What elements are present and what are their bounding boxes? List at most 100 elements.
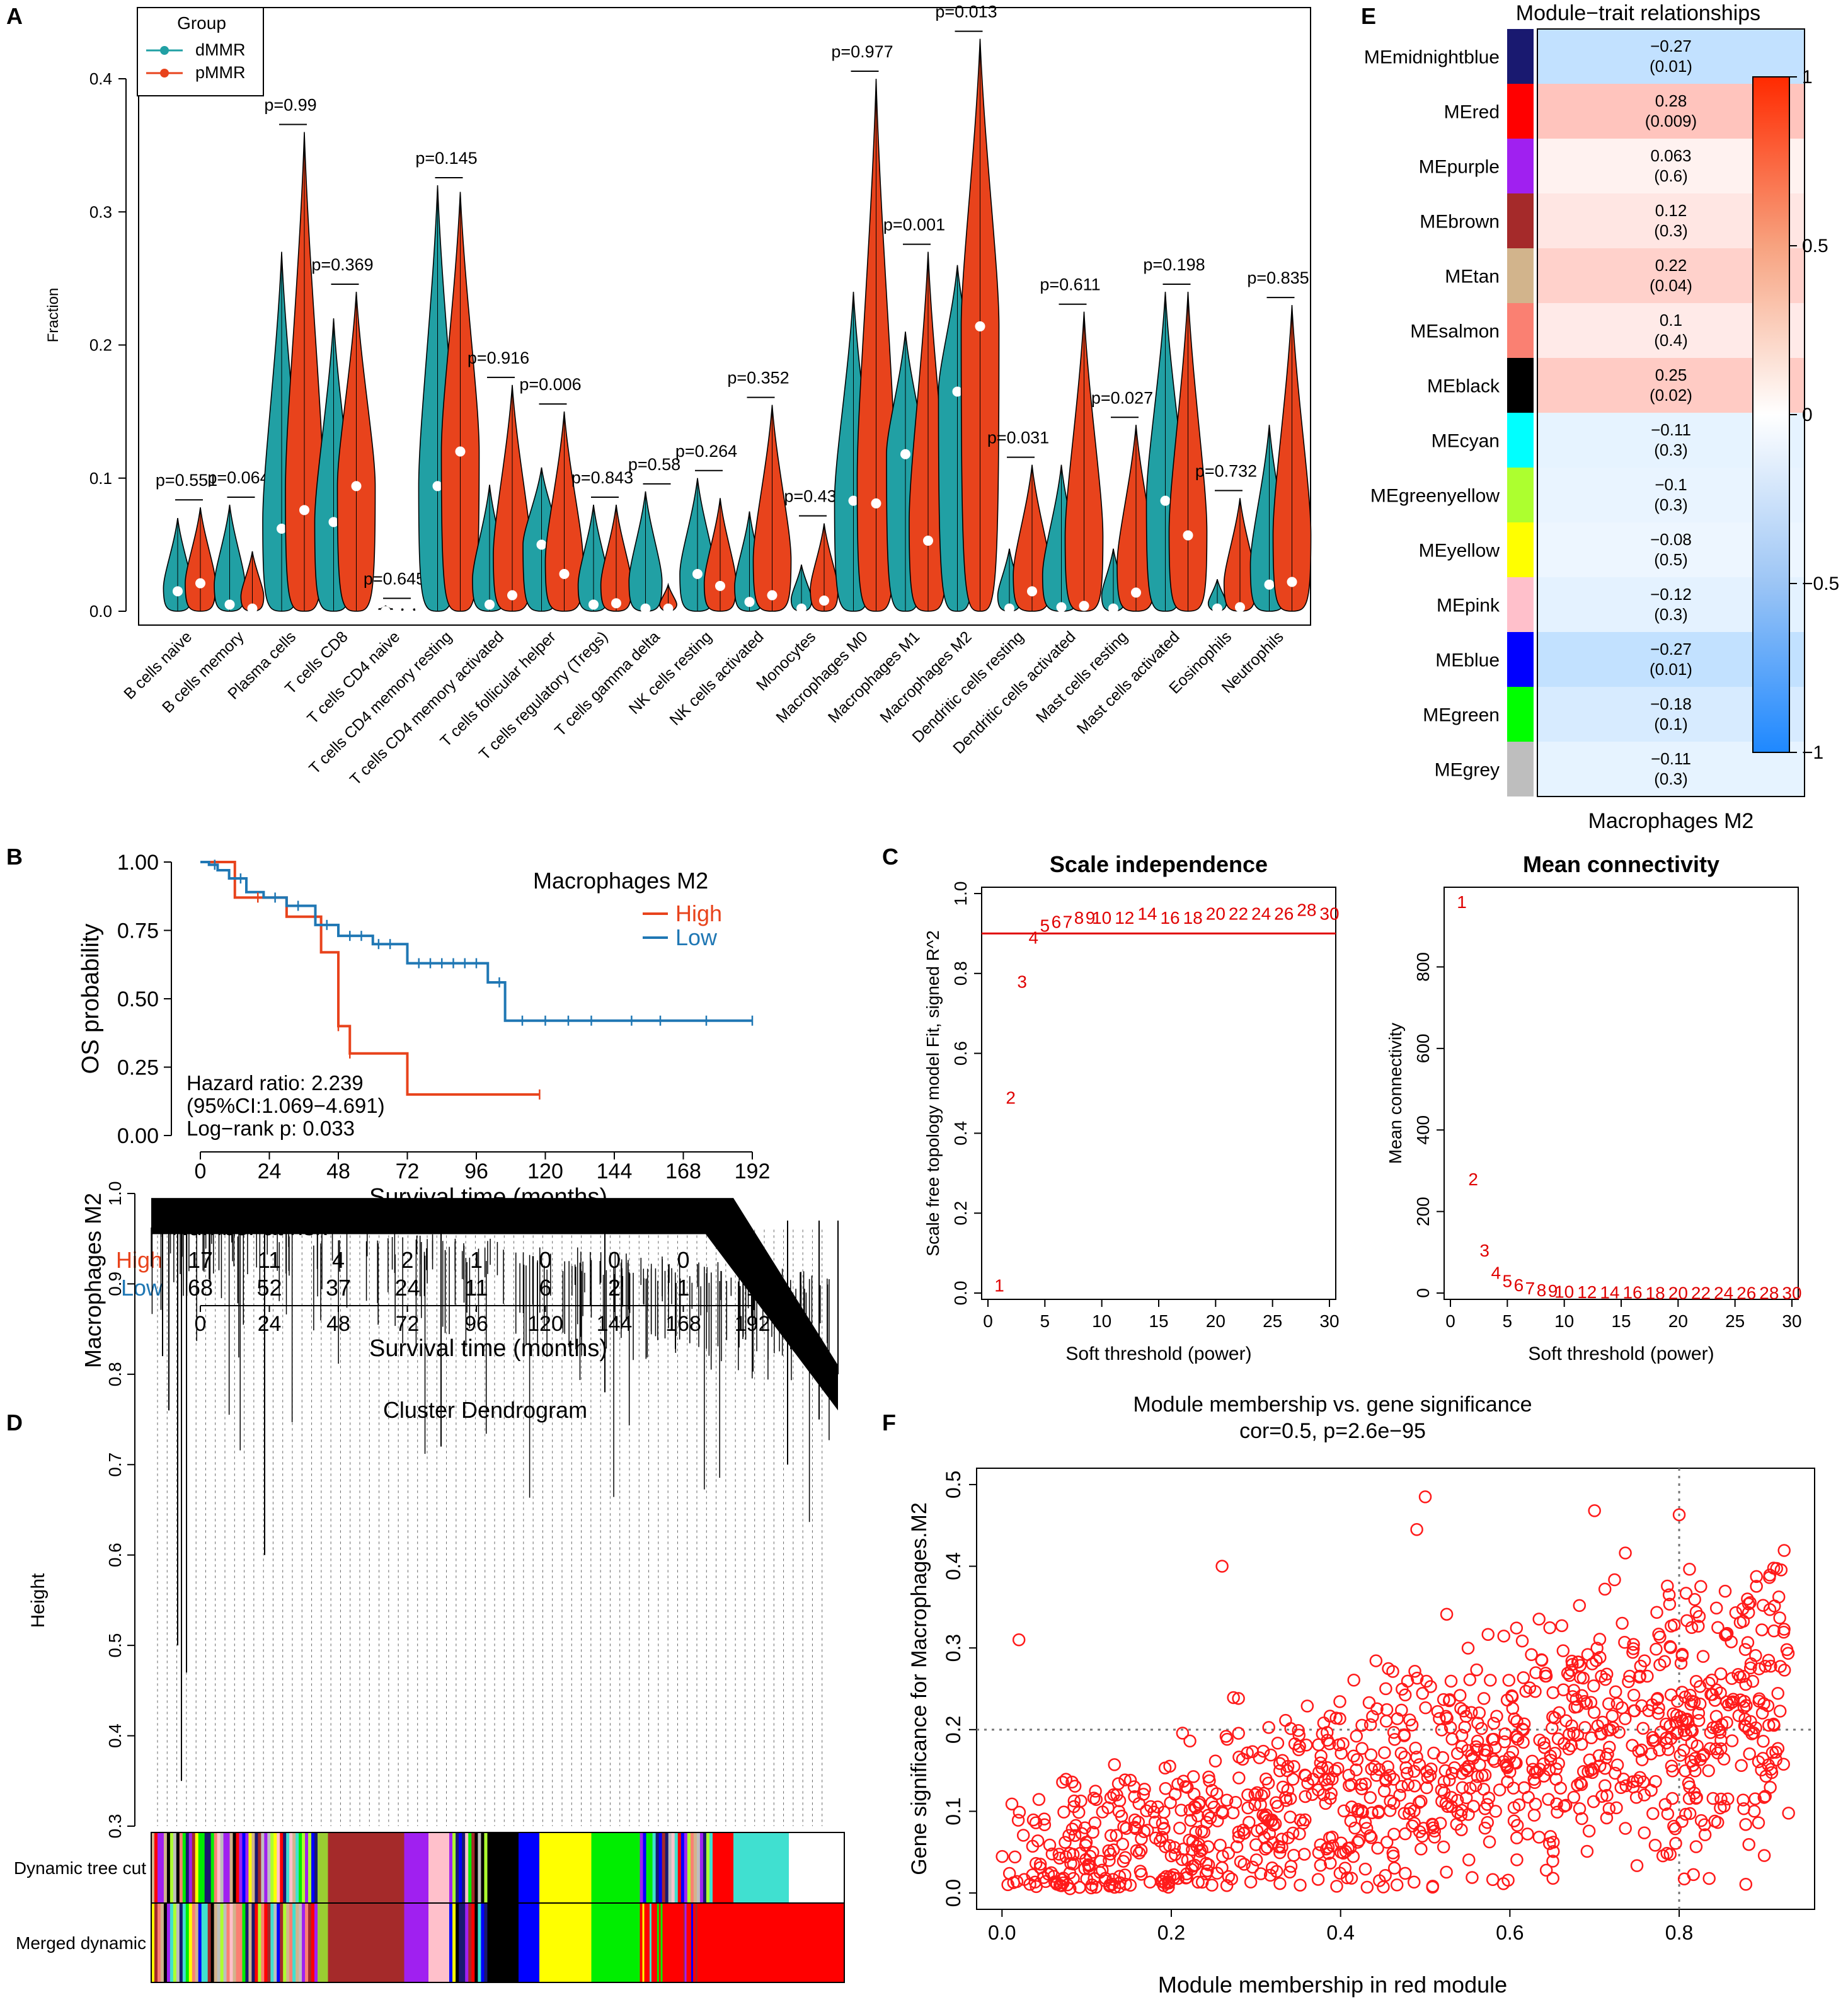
cell-pvalue: (0.1)	[1654, 715, 1687, 733]
violin-dmmr-median	[536, 539, 547, 550]
scatter-point	[1264, 1748, 1278, 1762]
scatter-point	[1777, 1625, 1791, 1639]
scatter-point	[1616, 1616, 1629, 1630]
color-row-block	[519, 1903, 539, 1982]
y-tick-label: 0.2	[89, 336, 112, 355]
scatter-point	[1702, 1764, 1715, 1778]
dendrogram-top-mass	[151, 1198, 733, 1234]
scatter-point	[1740, 1699, 1753, 1712]
plot-frame	[976, 1468, 1815, 1910]
scatter-point	[1199, 1867, 1213, 1881]
scatter-point	[1507, 1781, 1520, 1795]
scatter-point	[1391, 1712, 1404, 1725]
scatter-point	[1406, 1819, 1419, 1832]
scatter-point	[1433, 1712, 1446, 1725]
scatter-point	[1500, 1693, 1514, 1707]
scatter-point	[1067, 1794, 1081, 1808]
p-value-label: p=0.977	[831, 42, 893, 61]
legend-label: Low	[675, 924, 718, 950]
color-row-stripe	[709, 1832, 713, 1903]
color-row-stripe	[680, 1832, 685, 1903]
scatter-point	[1116, 1837, 1130, 1851]
scatter-point	[1294, 1878, 1307, 1892]
x-tick-label: 0.2	[1157, 1921, 1185, 1944]
cell-correlation: −0.1	[1655, 475, 1687, 494]
color-row-stripe	[305, 1832, 309, 1903]
y-tick-label: 0.4	[89, 69, 112, 88]
violin-dmmr-median	[381, 606, 391, 616]
scatter-point	[1777, 1544, 1791, 1557]
color-row-stripe	[302, 1832, 306, 1903]
scatter-point	[1184, 1814, 1198, 1827]
scatter-point	[1314, 1858, 1328, 1872]
color-row-stripe	[465, 1832, 469, 1903]
scatter-point	[1497, 1755, 1510, 1768]
module-swatch	[1507, 29, 1534, 84]
module-swatch	[1507, 742, 1534, 796]
scatter-point	[1683, 1562, 1696, 1576]
x-tick-label: T cells CD4 naive	[304, 628, 403, 727]
scatter-point	[1602, 1802, 1616, 1815]
scatter-point	[1571, 1655, 1585, 1669]
scale-tick-label: 0.5	[1802, 236, 1828, 256]
scatter-point	[1128, 1790, 1141, 1803]
scatter-point	[1370, 1769, 1383, 1782]
scatter-point	[1321, 1761, 1334, 1774]
scatter-point	[1419, 1701, 1432, 1715]
point-label: 9	[1548, 1281, 1558, 1301]
scatter-point	[1365, 1831, 1378, 1844]
scatter-point	[1443, 1693, 1457, 1706]
color-row-stripe	[299, 1832, 302, 1903]
scatter-point	[1546, 1722, 1559, 1735]
scatter-point	[1718, 1800, 1731, 1813]
scatter-point	[1736, 1602, 1750, 1616]
scatter-point	[1505, 1689, 1518, 1703]
violin-pmmr-median	[1131, 587, 1141, 598]
color-row-stripe	[198, 1903, 202, 1982]
scatter-point	[1340, 1871, 1354, 1885]
color-row-stripe	[229, 1903, 234, 1982]
p-value-label: p=0.551	[156, 471, 217, 490]
scatter-point	[1661, 1743, 1675, 1756]
scatter-point	[1400, 1766, 1414, 1780]
point-label: 14	[1600, 1283, 1619, 1303]
scatter-point	[1462, 1759, 1475, 1773]
point-label: 10	[1092, 908, 1111, 928]
color-row-stripe	[459, 1903, 462, 1982]
color-row-stripe	[277, 1832, 280, 1903]
scatter-point	[1636, 1722, 1650, 1735]
color-row-stripe	[308, 1832, 312, 1903]
risk-x-axis-label: Survival time (months)	[369, 1335, 607, 1362]
x-tick-label: 48	[326, 1159, 350, 1183]
scatter-point	[1439, 1710, 1453, 1723]
color-row-stripe	[484, 1903, 488, 1982]
color-row-stripe	[478, 1832, 481, 1903]
scatter-point	[1378, 1746, 1391, 1759]
scatter-point	[1622, 1675, 1635, 1689]
color-row-stripe	[646, 1832, 650, 1903]
scatter-point	[1774, 1660, 1787, 1673]
p-value-label: p=0.916	[468, 348, 529, 367]
y-tick-label: 0.8	[105, 1362, 125, 1386]
scatter-point	[1129, 1822, 1142, 1836]
color-row-stripe	[273, 1903, 277, 1982]
scatter-point	[1522, 1790, 1535, 1804]
scatter-point	[1032, 1793, 1046, 1806]
y-tick-label: 0.5	[105, 1633, 125, 1658]
color-row-stripe	[302, 1903, 306, 1982]
scatter-point	[1179, 1780, 1192, 1793]
point-label: 26	[1736, 1283, 1756, 1303]
scatter-point	[1539, 1863, 1553, 1877]
scatter-point	[1208, 1754, 1222, 1768]
scatter-point	[1652, 1701, 1665, 1715]
scatter-point	[1380, 1703, 1394, 1717]
scatter-point	[1241, 1788, 1254, 1802]
scatter-point	[1720, 1716, 1733, 1729]
color-row-stripe	[160, 1832, 164, 1903]
scatter-point	[1368, 1760, 1381, 1773]
scatter-point	[1757, 1849, 1771, 1862]
scatter-point	[1220, 1878, 1234, 1892]
scatter-point	[1283, 1865, 1297, 1879]
scatter-point	[1777, 1757, 1790, 1771]
y-axis-label: Mean connectivity	[1386, 1023, 1405, 1164]
